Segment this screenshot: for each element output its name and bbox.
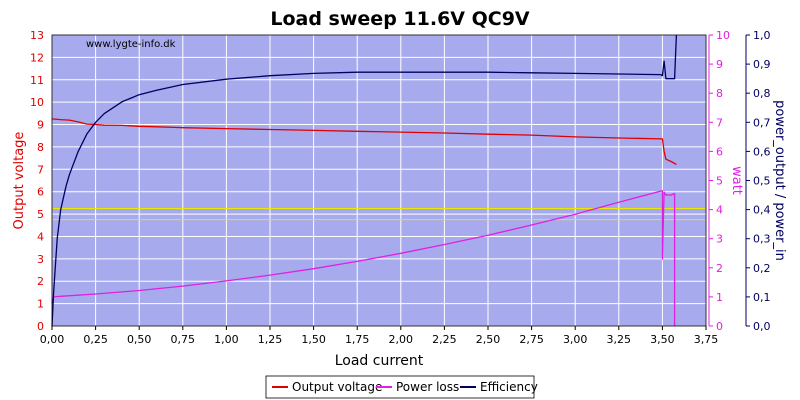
x-tick-label: 3,50	[650, 333, 675, 346]
y-left-tick-label: 5	[37, 208, 44, 221]
chart-title: Load sweep 11.6V QC9V	[270, 8, 530, 30]
y-left-tick-label: 12	[30, 51, 44, 64]
x-tick-label: 0,00	[40, 333, 65, 346]
y-right2-tick-label: 1,0	[753, 29, 771, 42]
x-tick-label: 2,75	[519, 333, 544, 346]
y-left-tick-label: 4	[37, 230, 44, 243]
y-left-tick-label: 3	[37, 253, 44, 266]
y-right2-tick-label: 0,2	[753, 262, 771, 275]
y-left-tick-label: 1	[37, 298, 44, 311]
y-left-tick-label: 8	[37, 141, 44, 154]
y-right2-tick-label: 0,4	[753, 204, 771, 217]
y-left-tick-label: 10	[30, 96, 44, 109]
y-right1-tick-label: 8	[716, 87, 723, 100]
y-right1-tick-label: 9	[716, 58, 723, 71]
y-right2-tick-label: 0,9	[753, 58, 771, 71]
series-line-power-loss	[51, 190, 676, 326]
y-axis-right1-label: watt	[729, 166, 744, 195]
y-right1-tick-label: 10	[716, 29, 730, 42]
legend-label: Output voltage	[292, 380, 382, 394]
x-tick-label: 1,25	[258, 333, 283, 346]
y-right1-tick-label: 2	[716, 262, 723, 275]
x-tick-label: 1,75	[345, 333, 370, 346]
y-right1-tick-label: 0	[716, 320, 723, 333]
x-tick-label: 3,00	[563, 333, 588, 346]
y-left-tick-label: 7	[37, 163, 44, 176]
y-right1-tick-label: 6	[716, 145, 723, 158]
y-left-tick-label: 11	[30, 74, 44, 87]
tick-labels: 0,00 0,25 0,50 0,75 1,00 1,25 1,50 1,75 2,00 2,25…	[30, 29, 771, 346]
legend-box	[265, 375, 535, 399]
y-right2-tick-label: 0,7	[753, 116, 771, 129]
x-tick-label: 3,75	[694, 333, 719, 346]
legend-label: Power loss	[396, 380, 459, 394]
x-tick-label: 1,00	[214, 333, 239, 346]
series-line-output-voltage	[51, 118, 677, 165]
y-left-tick-label: 13	[30, 29, 44, 42]
x-tick-label: 0,25	[83, 333, 108, 346]
x-tick-label: 2,00	[389, 333, 414, 346]
y-right1-tick-label: 1	[716, 291, 723, 304]
y-right1-tick-label: 4	[716, 204, 723, 217]
x-axis-label: Load current	[335, 353, 424, 369]
x-tick-label: 1,50	[301, 333, 326, 346]
series-line-efficiency	[51, 34, 678, 327]
y-right2-tick-label: 0,6	[753, 145, 771, 158]
y-axis-left-label: Output voltage	[12, 132, 27, 230]
series-lines	[51, 34, 678, 327]
y-right2-tick-label: 0,5	[753, 175, 771, 188]
watermark: www.lygte-info.dk	[86, 39, 176, 50]
legend-label: Efficiency	[480, 380, 538, 394]
y-right2-tick-label: 0,1	[753, 291, 771, 304]
y-right1-tick-label: 3	[716, 233, 723, 246]
grid-lines	[51, 34, 707, 327]
plot-border	[51, 34, 707, 327]
x-tick-label: 2,50	[476, 333, 501, 346]
y-left-tick-label: 9	[37, 119, 44, 132]
plot-area	[52, 35, 706, 326]
y-axis-right2-label: power_output / power_in	[772, 100, 787, 261]
y-right2-tick-label: 0,8	[753, 87, 771, 100]
y-right2-tick-label: 0,3	[753, 233, 771, 246]
y-right1-tick-label: 5	[716, 175, 723, 188]
x-tick-label: 2,25	[432, 333, 457, 346]
y-right2-tick-label: 0,0	[753, 320, 771, 333]
x-tick-label: 3,25	[607, 333, 632, 346]
y-left-tick-label: 6	[37, 186, 44, 199]
y-left-tick-label: 2	[37, 275, 44, 288]
y-right1-tick-label: 7	[716, 116, 723, 129]
legend: Output voltage Power loss Efficiency	[265, 375, 538, 399]
y-left-tick-label: 0	[37, 320, 44, 333]
x-tick-label: 0,50	[127, 333, 152, 346]
x-tick-label: 0,75	[171, 333, 196, 346]
